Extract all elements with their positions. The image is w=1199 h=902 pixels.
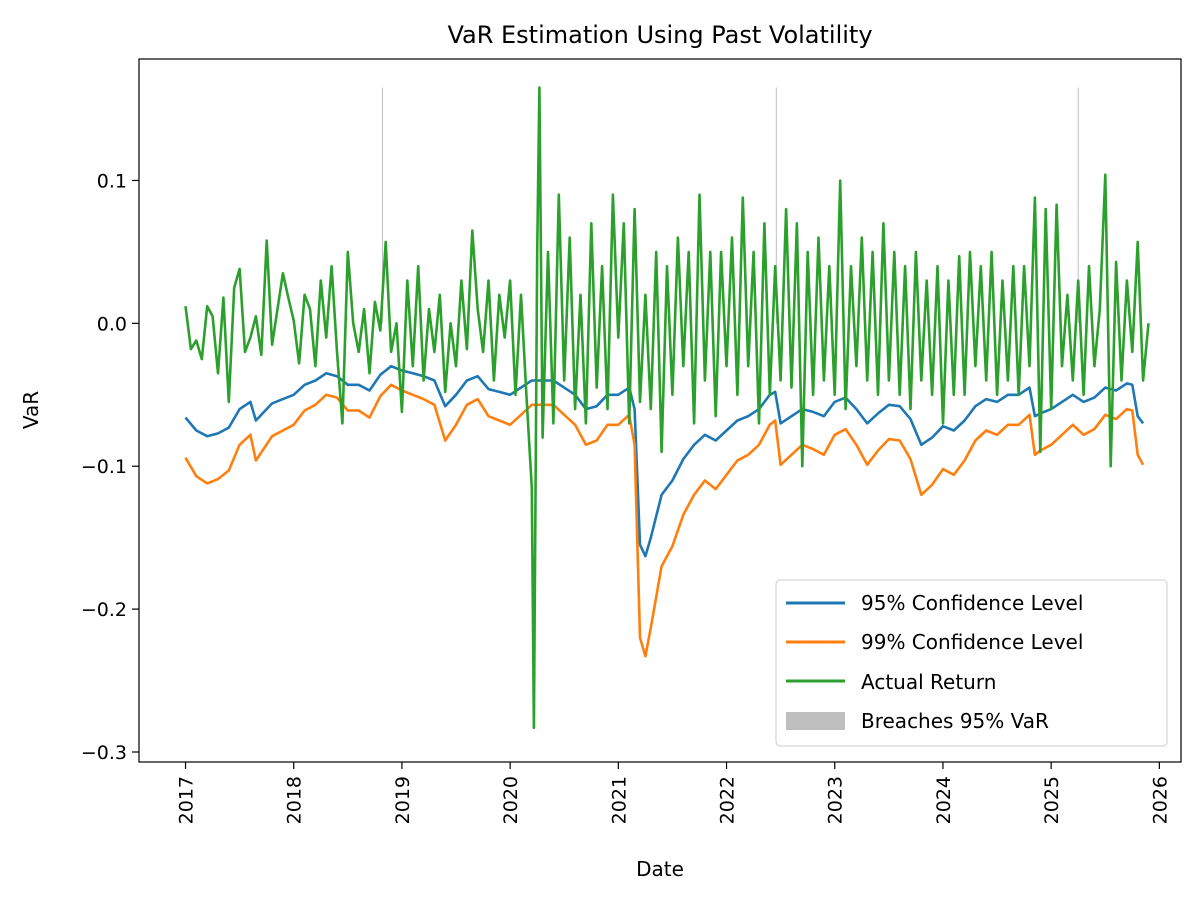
- actual-return-line: [184, 86, 1150, 729]
- x-tick-label-2025: 2025: [1041, 776, 1063, 824]
- x-tick-label-2017: 2017: [176, 776, 198, 824]
- x-tick-label-2021: 2021: [608, 776, 630, 824]
- x-tick-label-2024: 2024: [933, 776, 955, 824]
- legend: 95% Confidence Level 99% Confidence Leve…: [775, 579, 1168, 747]
- x-tick-label-2018: 2018: [284, 776, 306, 824]
- chart-title: VaR Estimation Using Past Volatility: [447, 21, 872, 49]
- y-tick-label-1: 0.0: [97, 313, 127, 335]
- y-axis: 0.1 0.0 −0.1 −0.2 −0.3: [81, 170, 139, 764]
- x-tick-label-2022: 2022: [717, 776, 739, 824]
- y-tick-label-3: −0.2: [81, 599, 127, 621]
- x-tick-label-2023: 2023: [825, 776, 847, 824]
- y-axis-title: VaR: [19, 391, 43, 429]
- var-99-line: [184, 383, 1145, 658]
- var-95-line: [184, 364, 1145, 558]
- series-lines: [184, 86, 1150, 729]
- legend-swatch-breaches: [786, 712, 845, 730]
- legend-label-95: 95% Confidence Level: [861, 591, 1083, 615]
- x-axis-title: Date: [636, 857, 684, 881]
- x-tick-label-2019: 2019: [392, 776, 414, 824]
- x-tick-label-2020: 2020: [500, 776, 522, 824]
- plot-frame: [138, 58, 1182, 763]
- legend-box: [775, 579, 1168, 747]
- x-axis: 2017 2018 2019 2020 2021 2022 2023 2024 2025 2026: [176, 762, 1171, 824]
- legend-label-99: 99% Confidence Level: [861, 630, 1083, 654]
- legend-label-breaches: Breaches 95% VaR: [861, 709, 1049, 733]
- y-tick-label-0: 0.1: [97, 170, 127, 192]
- y-tick-label-4: −0.3: [81, 742, 127, 764]
- legend-label-actual: Actual Return: [861, 670, 996, 694]
- y-tick-label-2: −0.1: [81, 456, 127, 478]
- x-tick-label-2026: 2026: [1149, 776, 1171, 824]
